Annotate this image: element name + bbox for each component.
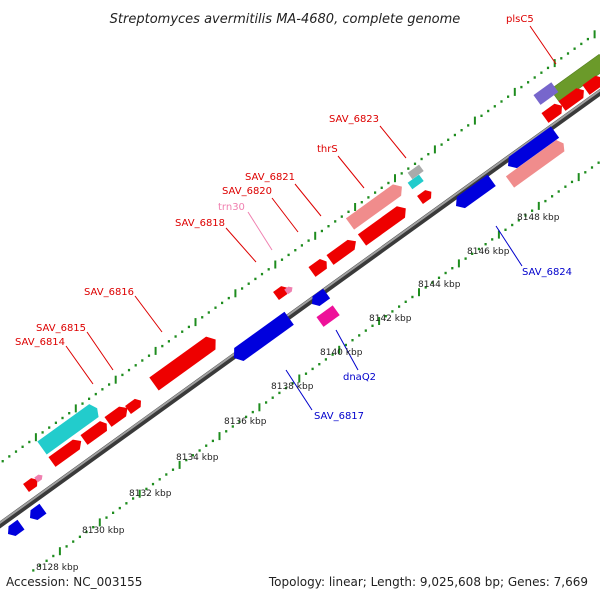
gene-label-SAV_6814[interactable]: SAV_6814	[15, 337, 65, 348]
upper-scale-ticks	[1, 30, 596, 463]
scale-label: 8148 kbp	[517, 213, 560, 223]
leader-plsC5	[529, 25, 557, 65]
gene-arrow-red[interactable]	[582, 73, 600, 95]
gene-arrow-red[interactable]	[326, 236, 359, 265]
gene-arrow-blue-rev[interactable]	[4, 519, 25, 539]
gene-label-SAV_6821[interactable]: SAV_6821	[245, 172, 295, 183]
gene-label-SAV_6816[interactable]: SAV_6816	[84, 287, 134, 298]
gene-label-SAV_6823[interactable]: SAV_6823	[329, 114, 379, 125]
gene-arrow-red[interactable]	[558, 85, 587, 111]
leader-SAV_6820	[271, 197, 299, 233]
gene-arrow-red[interactable]	[541, 101, 565, 123]
gene-arrow-red[interactable]	[104, 403, 130, 427]
gene-label-SAV_6817[interactable]: SAV_6817	[314, 411, 364, 422]
gene-box-cyan[interactable]	[407, 174, 424, 190]
gene-arrow-red[interactable]	[48, 436, 84, 467]
leader-SAV_6818	[225, 227, 257, 263]
scale-label: 8138 kbp	[271, 382, 314, 392]
gene-labels: plsC5 SAV_6823 thrS SAV_6821 SAV_6820 tr…	[15, 14, 572, 422]
gene-arrow-red[interactable]	[357, 203, 410, 246]
leader-dnaQ2	[335, 329, 359, 371]
gene-label-dnaQ2[interactable]: dnaQ2	[343, 372, 376, 383]
gene-box-magenta[interactable]	[316, 305, 340, 327]
scale-label: 8142 kbp	[369, 314, 412, 324]
gene-label-thrS[interactable]: thrS	[317, 144, 338, 155]
gene-label-SAV_6815[interactable]: SAV_6815	[36, 323, 86, 334]
genome-backbone-highlight	[0, 89, 600, 525]
gene-arrow-blue-rev[interactable]	[26, 503, 47, 523]
gene-label-SAV_6818[interactable]: SAV_6818	[175, 218, 225, 229]
scale-label: 8140 kbp	[320, 348, 363, 358]
gene-arrow-red[interactable]	[23, 476, 40, 493]
scale-labels: 8128 kbp 8130 kbp 8132 kbp 8134 kbp 8136…	[36, 213, 560, 573]
scale-label: 8132 kbp	[129, 489, 172, 499]
leader-SAV_6821	[294, 183, 322, 217]
scale-label: 8146 kbp	[467, 247, 510, 257]
gene-arrow-blue-rev[interactable]	[452, 174, 496, 212]
gene-rna-small[interactable]	[34, 473, 44, 483]
gene-arrow-blue-rev[interactable]	[504, 126, 560, 171]
gene-label-plsC5[interactable]: plsC5	[506, 14, 534, 25]
gene-arrow-salmon[interactable]	[505, 138, 568, 188]
gene-features	[4, 52, 600, 539]
leader-SAV_6814	[65, 345, 94, 385]
gene-purple-block[interactable]	[533, 82, 559, 105]
gene-label-SAV_6820[interactable]: SAV_6820	[222, 186, 272, 197]
gene-arrow-blue-rev[interactable]	[308, 288, 331, 309]
gene-olive-block[interactable]	[549, 52, 600, 103]
gene-box-gray[interactable]	[407, 164, 424, 180]
gene-arrow-red[interactable]	[273, 284, 290, 301]
gene-arrow-red[interactable]	[80, 419, 110, 445]
leader-SAV_6823	[379, 125, 407, 159]
gene-arrow-red[interactable]	[149, 333, 220, 391]
gene-arrow-red[interactable]	[125, 397, 144, 415]
leader-SAV_6816	[134, 295, 163, 333]
gene-arrow-cyan[interactable]	[37, 402, 102, 455]
gene-arrow-blue-rev[interactable]	[229, 311, 294, 365]
gene-arrow-red[interactable]	[308, 257, 330, 277]
gene-arrow-red[interactable]	[417, 188, 434, 205]
gene-arrow-salmon[interactable]	[345, 181, 406, 230]
leader-SAV_6815	[86, 331, 114, 371]
leader-SAV_6824	[495, 225, 523, 267]
genome-title: Streptomyces avermitilis MA-4680, comple…	[110, 12, 461, 27]
accession-text: Accession: NC_003155	[6, 575, 142, 589]
gene-label-SAV_6824[interactable]: SAV_6824	[522, 267, 572, 278]
genome-summary-text: Topology: linear; Length: 9,025,608 bp; …	[268, 575, 588, 589]
leader-thrS	[337, 155, 365, 189]
scale-label: 8136 kbp	[224, 417, 267, 427]
gene-label-trn30[interactable]: trn30	[218, 202, 245, 213]
scale-label: 8130 kbp	[82, 526, 125, 536]
leader-SAV_6817	[285, 369, 313, 411]
gene-rna-trn30[interactable]	[284, 285, 294, 295]
genome-backbone	[0, 88, 600, 529]
scale-label: 8128 kbp	[36, 563, 79, 573]
scale-label: 8144 kbp	[418, 280, 461, 290]
lower-scale-ticks	[32, 161, 600, 572]
scale-label: 8134 kbp	[176, 453, 219, 463]
label-leader-lines	[65, 25, 557, 411]
leader-trn30	[247, 211, 273, 251]
